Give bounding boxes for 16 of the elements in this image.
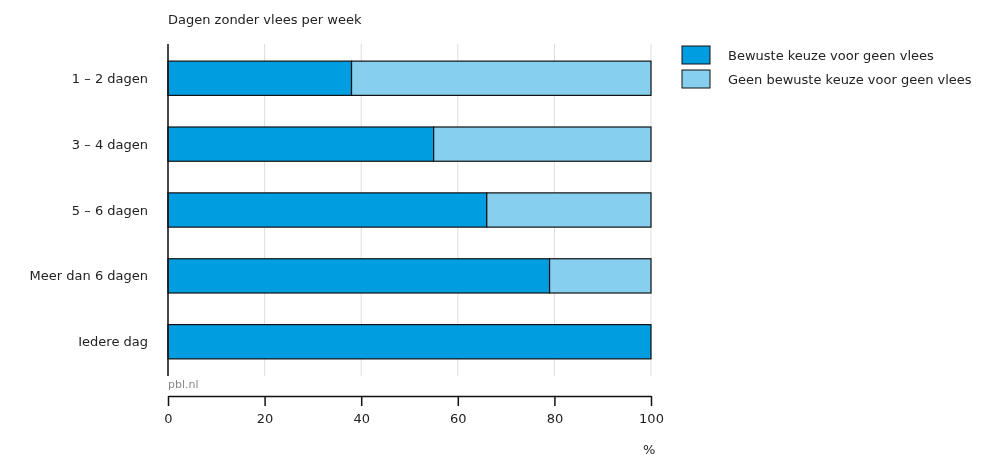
legend-label: Bewuste keuze voor geen vlees (728, 47, 935, 63)
chart-title: Dagen zonder vlees per week (168, 12, 362, 27)
y-tick-label: Meer dan 6 dagen (29, 268, 148, 284)
x-axis-title: % (643, 442, 656, 457)
y-tick-label: 1 – 2 dagen (71, 70, 148, 86)
x-tick-label: 80 (546, 411, 564, 427)
y-tick-label: Iedere dag (78, 334, 148, 350)
text: pbl.nl (168, 378, 199, 391)
legend-label: Geen bewuste keuze voor geen vlees (728, 71, 972, 87)
y-tick-label: 3 – 4 dagen (71, 136, 148, 152)
y-tick-label: 5 – 6 dagen (71, 202, 148, 218)
x-tick-label: 60 (450, 411, 467, 427)
x-tick-label: 0 (164, 411, 173, 427)
x-tick-label: 20 (256, 411, 274, 427)
x-tick-label: 100 (639, 411, 664, 427)
x-tick-label: 40 (353, 411, 370, 427)
